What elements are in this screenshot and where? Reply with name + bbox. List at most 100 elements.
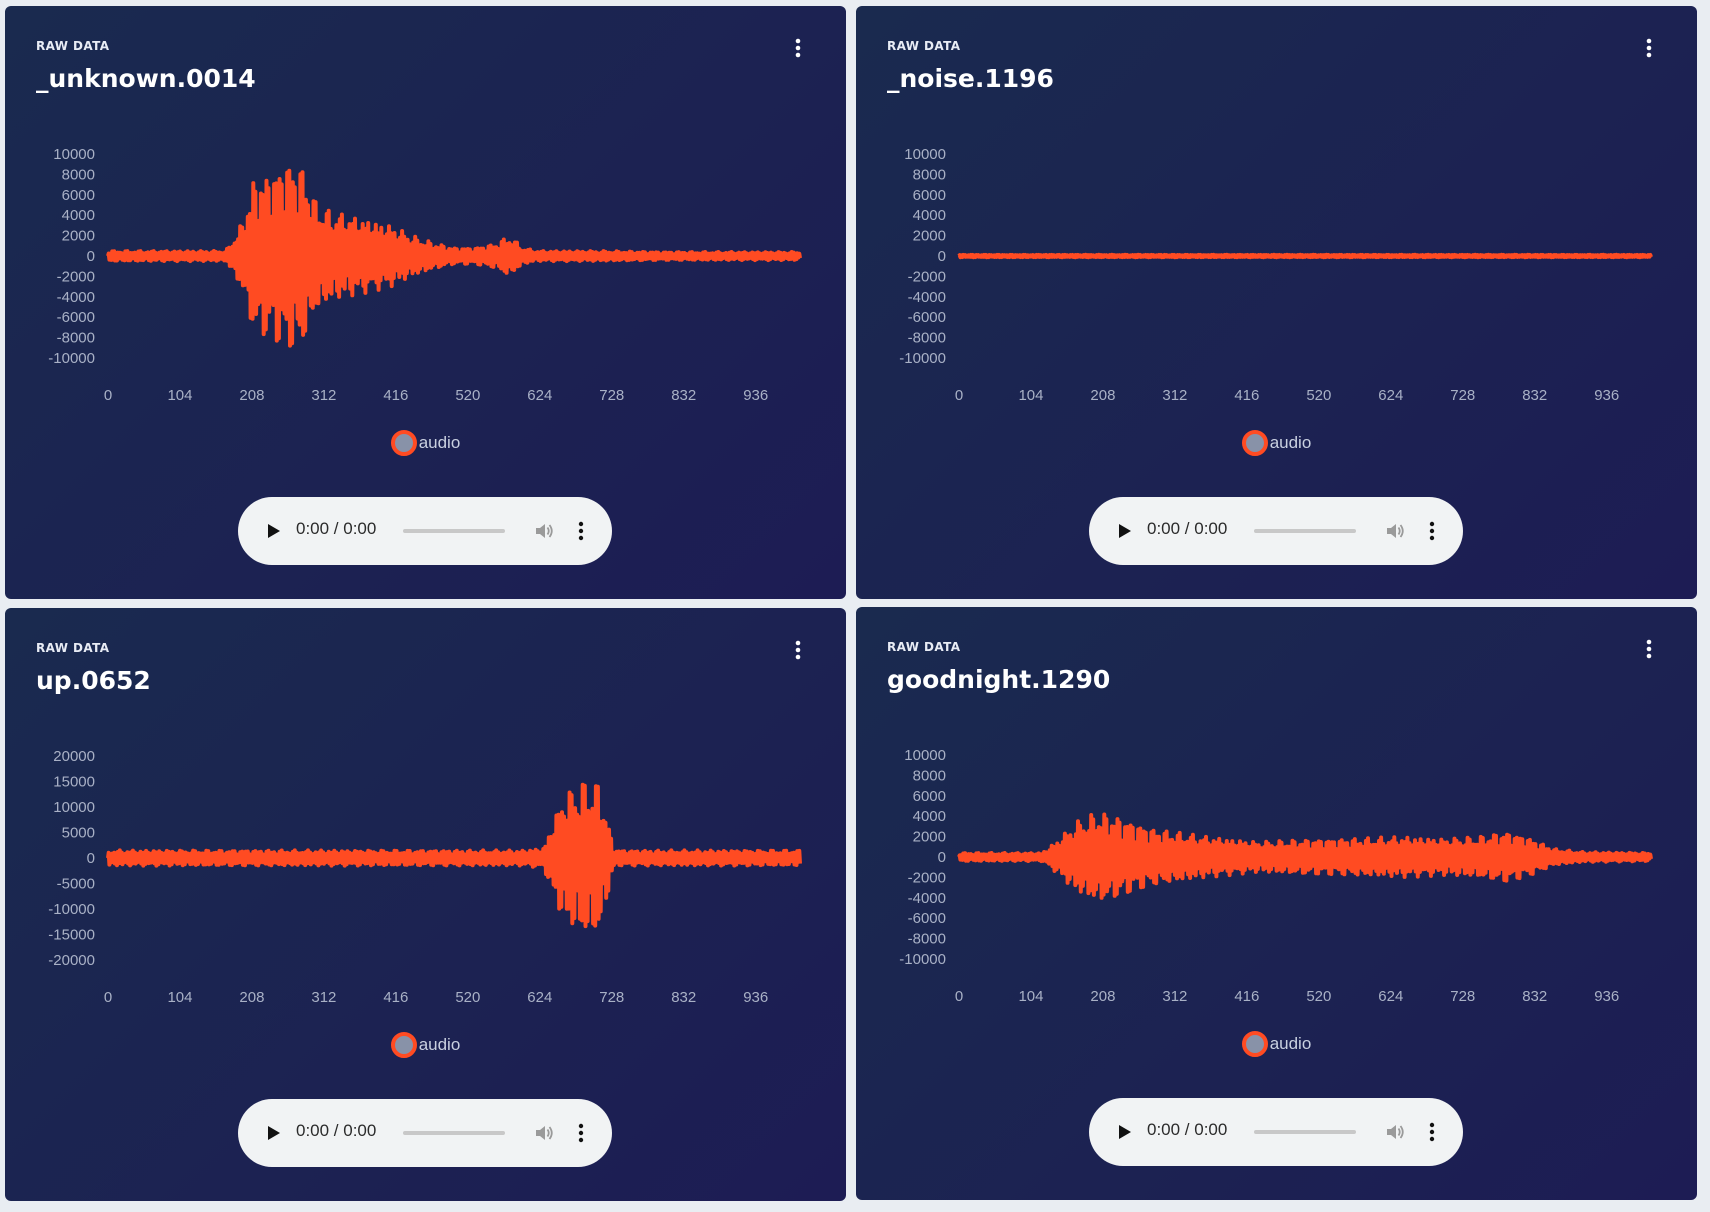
vertical-dots-icon [795,640,801,660]
x-tick-label: 520 [1306,387,1331,404]
x-tick-label: 416 [383,989,408,1006]
y-tick-label: -2000 [908,268,946,285]
chart-legend[interactable]: audio [5,1032,846,1058]
audio-options-button[interactable] [1425,519,1439,543]
volume-button[interactable] [1384,1121,1406,1143]
y-tick-label: 6000 [62,187,95,204]
y-tick-label: 4000 [913,207,946,224]
card-menu-button[interactable] [1639,637,1659,661]
y-tick-label: -8000 [908,931,946,948]
x-tick-label: 520 [1306,988,1331,1005]
waveform-chart: 10000 8000 6000 4000 2000 0 -2000 -4000 -6000 -80… [899,747,1653,1005]
x-tick-label: 624 [527,387,552,404]
x-tick-label: 104 [1018,387,1043,404]
audio-seek-bar[interactable] [403,1131,505,1135]
legend-marker [390,430,417,456]
y-tick-label: 0 [938,248,946,265]
audio-seek-bar[interactable] [1254,529,1356,533]
x-tick-label: 624 [527,989,552,1006]
audio-player: 0:00 / 0:00 [238,497,612,565]
legend-marker [1241,430,1268,456]
play-button[interactable] [1115,1123,1133,1141]
x-tick-label: 104 [167,989,192,1006]
vertical-dots-icon [1646,639,1652,659]
play-button[interactable] [264,522,282,540]
y-tick-label: -2000 [57,268,95,285]
volume-icon [1387,1125,1404,1139]
raw-data-card: RAW DATA up.0652 20000 15000 10000 5000 0 -50… [5,608,846,1201]
x-tick-label: 832 [1522,988,1547,1005]
play-button[interactable] [264,1124,282,1142]
x-tick-label: 416 [1234,387,1259,404]
audio-seek-bar[interactable] [1254,1130,1356,1134]
y-tick-label: 6000 [913,788,946,805]
y-tick-label: 10000 [904,146,946,163]
card-menu-button[interactable] [788,638,808,662]
card-menu-button[interactable] [1639,36,1659,60]
y-tick-label: -15000 [48,927,95,944]
y-tick-label: 8000 [62,166,95,183]
volume-button[interactable] [533,1122,555,1144]
y-tick-label: 10000 [904,747,946,764]
audio-options-button[interactable] [574,519,588,543]
play-button[interactable] [1115,522,1133,540]
x-tick-label: 208 [239,387,264,404]
vertical-dots-icon [1429,521,1435,541]
card-menu-button[interactable] [788,36,808,60]
x-tick-label: 624 [1378,387,1403,404]
x-tick-label: 728 [1450,988,1475,1005]
sample-title: _unknown.0014 [36,64,256,93]
x-tick-label: 104 [167,387,192,404]
sample-title: goodnight.1290 [887,665,1111,694]
vertical-dots-icon [578,1123,584,1143]
legend-marker [1241,1031,1268,1057]
chart-legend[interactable]: audio [5,430,846,456]
waveform-series-line [106,782,802,929]
play-icon [1119,524,1131,538]
audio-time-display: 0:00 / 0:00 [296,519,377,538]
volume-button[interactable] [533,520,555,542]
volume-button[interactable] [1384,520,1406,542]
y-tick-label: -6000 [57,309,95,326]
x-tick-label: 416 [383,387,408,404]
y-tick-label: 20000 [53,748,95,765]
x-tick-label: 312 [311,989,336,1006]
raw-data-card: RAW DATA _unknown.0014 10000 8000 6000 4000… [5,6,846,599]
x-tick-label: 936 [1594,387,1619,404]
y-tick-label: 10000 [53,799,95,816]
legend-marker [390,1032,417,1058]
audio-options-button[interactable] [1425,1120,1439,1144]
x-tick-label: 832 [1522,387,1547,404]
x-tick-label: 0 [955,988,963,1005]
card-label: RAW DATA [36,39,110,53]
audio-time-display: 0:00 / 0:00 [296,1121,377,1140]
y-tick-label: 5000 [62,825,95,842]
y-tick-label: 15000 [53,774,95,791]
y-tick-label: 0 [87,850,95,867]
x-tick-label: 936 [743,387,768,404]
card-label: RAW DATA [887,640,961,654]
chart-legend[interactable]: audio [856,430,1697,456]
sample-title: _noise.1196 [887,64,1054,93]
chart-legend[interactable]: audio [856,1031,1697,1057]
y-tick-label: -4000 [908,890,946,907]
volume-icon [536,524,553,538]
audio-options-button[interactable] [574,1121,588,1145]
y-tick-label: -6000 [908,309,946,326]
waveform-chart: 10000 8000 6000 4000 2000 0 -2000 -4000 -6000 -80… [48,146,802,404]
x-tick-label: 208 [1090,387,1115,404]
play-icon [1119,1125,1131,1139]
x-tick-label: 832 [671,387,696,404]
x-tick-label: 312 [311,387,336,404]
audio-time-display: 0:00 / 0:00 [1147,1120,1228,1139]
y-tick-label: -5000 [57,876,95,893]
y-tick-label: -6000 [908,910,946,927]
vertical-dots-icon [1646,38,1652,58]
audio-seek-bar[interactable] [403,529,505,533]
x-tick-label: 520 [455,387,480,404]
x-tick-label: 728 [599,989,624,1006]
y-tick-label: 8000 [913,767,946,784]
legend-label: audio [1269,1034,1312,1053]
audio-player: 0:00 / 0:00 [238,1099,612,1167]
y-tick-label: 2000 [913,228,946,245]
